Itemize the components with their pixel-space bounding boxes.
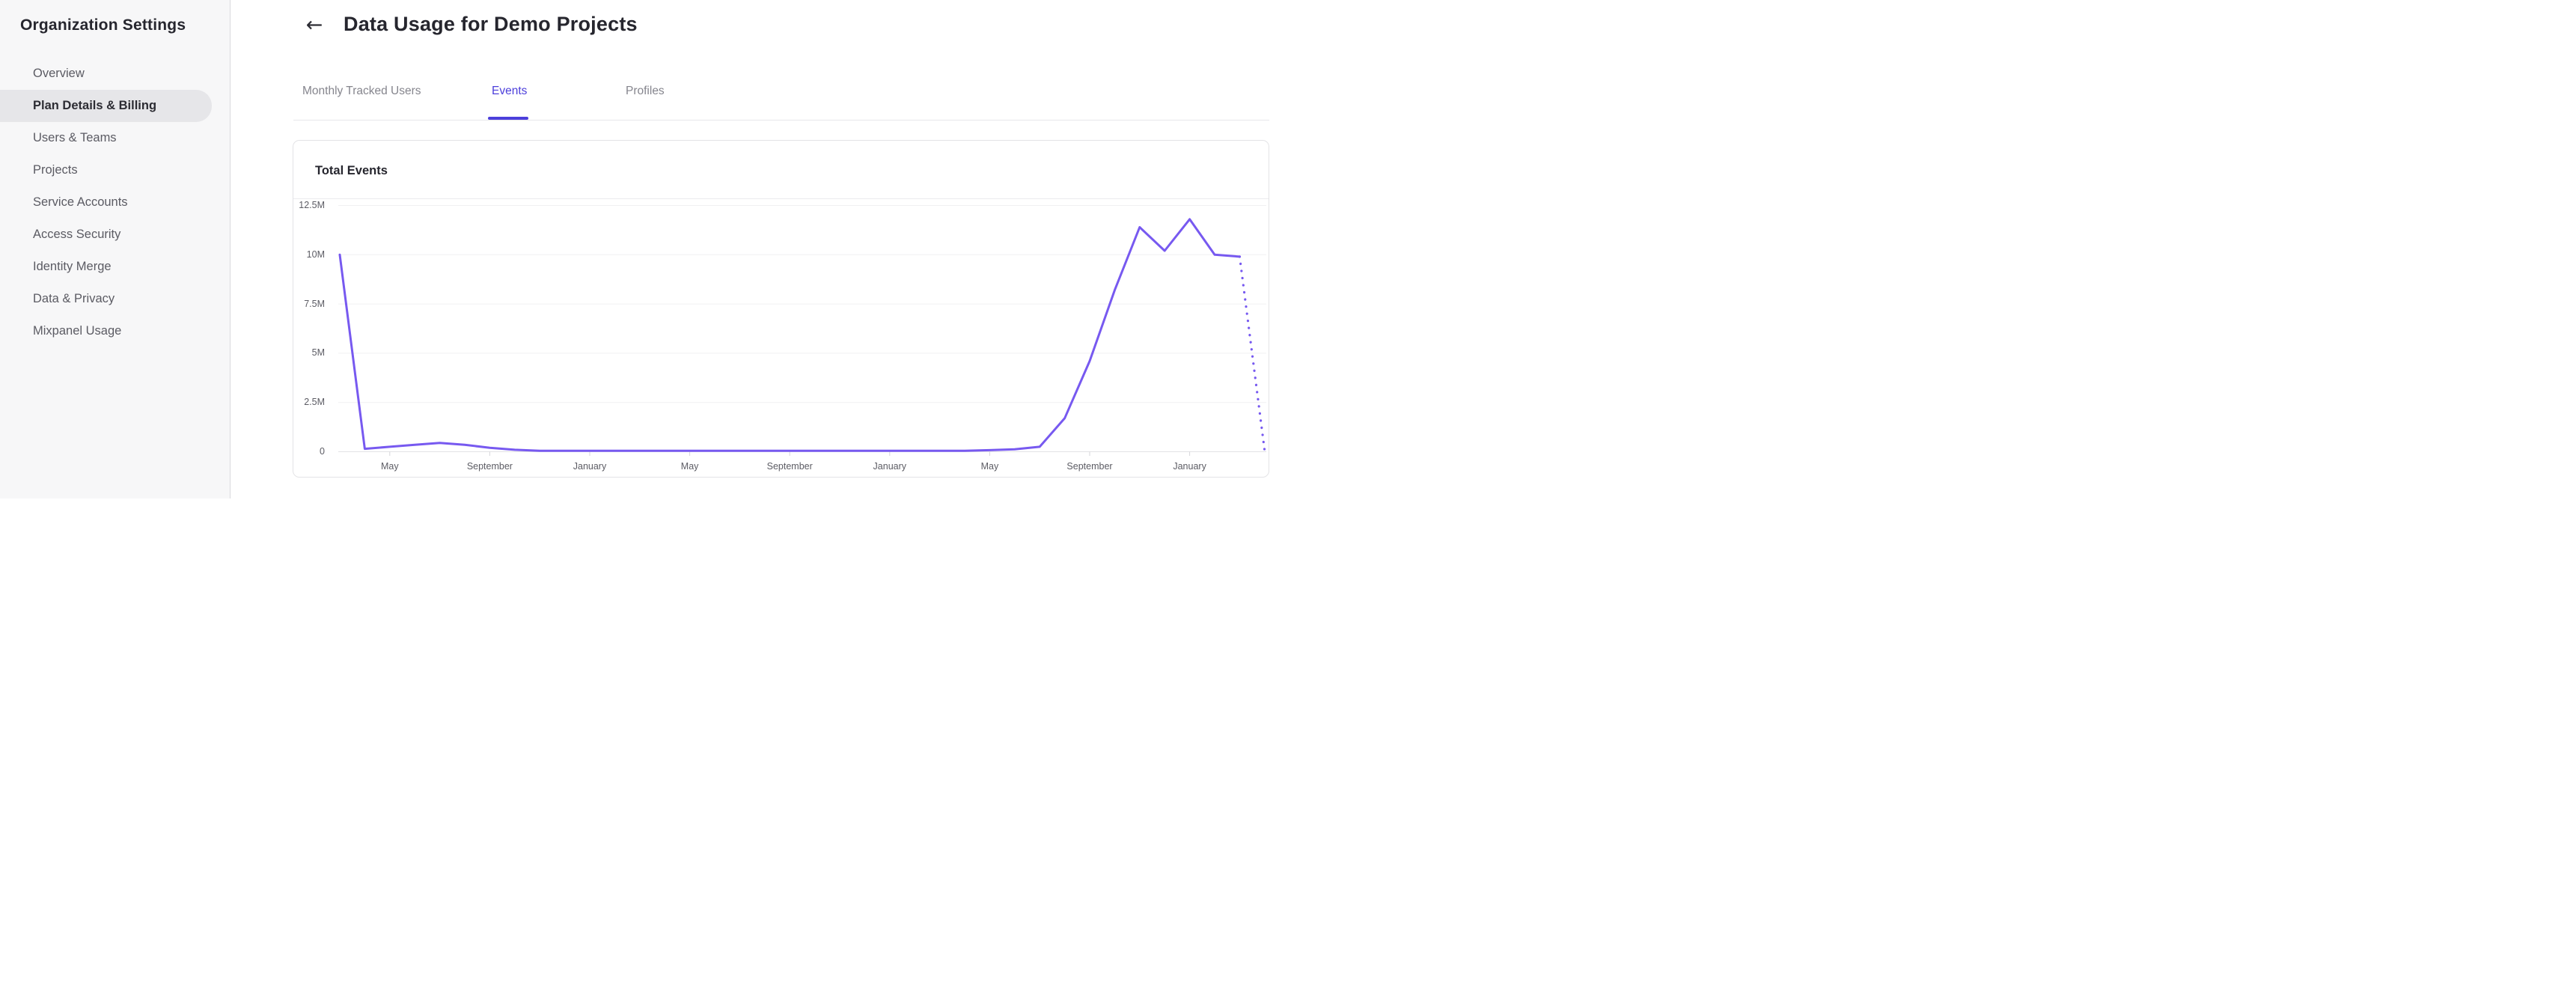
x-axis-tick-label: May	[680, 461, 699, 472]
back-button[interactable]: ←	[302, 13, 327, 38]
sidebar-title: Organization Settings	[20, 16, 186, 34]
tab-monthly-tracked-users[interactable]: Monthly Tracked Users	[302, 85, 421, 97]
y-axis-tick-label: 0	[320, 446, 325, 457]
x-axis-tick-label: September	[766, 461, 813, 472]
active-tab-underline	[488, 117, 528, 120]
x-axis-tick-label: September	[466, 461, 513, 472]
x-axis-tick-label: January	[1173, 461, 1206, 472]
sidebar-item-data-privacy[interactable]: Data & Privacy	[33, 292, 115, 305]
tabs-divider	[293, 120, 1269, 121]
x-axis-tick-label: May	[980, 461, 999, 472]
card-title: Total Events	[315, 164, 388, 177]
sidebar-item-identity-merge[interactable]: Identity Merge	[33, 260, 112, 273]
card-divider	[293, 198, 1269, 199]
back-arrow-icon: ←	[305, 13, 323, 37]
y-axis-tick-label: 7.5M	[304, 298, 325, 309]
y-axis-tick-label: 12.5M	[299, 200, 325, 210]
tab-profiles[interactable]: Profiles	[626, 85, 665, 97]
y-axis-tick-label: 5M	[311, 347, 325, 359]
y-axis-tick-label: 2.5M	[304, 397, 325, 408]
x-axis-tick-label: May	[380, 461, 399, 472]
page-title: Data Usage for Demo Projects	[344, 13, 638, 35]
sidebar-item-service-accounts[interactable]: Service Accounts	[33, 195, 128, 209]
x-axis-tick-label: September	[1066, 461, 1113, 472]
sidebar-item-projects[interactable]: Projects	[33, 163, 78, 177]
sidebar: Organization Settings Overview Plan Deta…	[0, 0, 231, 498]
sidebar-item-plan-details[interactable]: Plan Details & Billing	[0, 90, 212, 122]
tab-events[interactable]: Events	[492, 85, 528, 97]
y-axis-tick-label: 10M	[306, 249, 325, 260]
sidebar-item-overview[interactable]: Overview	[33, 67, 85, 80]
sidebar-nav: Overview Plan Details & Billing Users & …	[0, 58, 230, 347]
sidebar-item-users-teams[interactable]: Users & Teams	[33, 131, 117, 144]
sidebar-item-access-security[interactable]: Access Security	[33, 228, 121, 241]
total-events-chart[interactable]	[338, 201, 1269, 460]
x-axis-tick-label: January	[573, 461, 607, 472]
total-events-card: Total Events 12.5M 10M 7.5M 5M 2.5M 0 Ma…	[293, 140, 1269, 478]
x-axis-tick-label: January	[873, 461, 907, 472]
sidebar-item-mixpanel-usage[interactable]: Mixpanel Usage	[33, 324, 122, 338]
